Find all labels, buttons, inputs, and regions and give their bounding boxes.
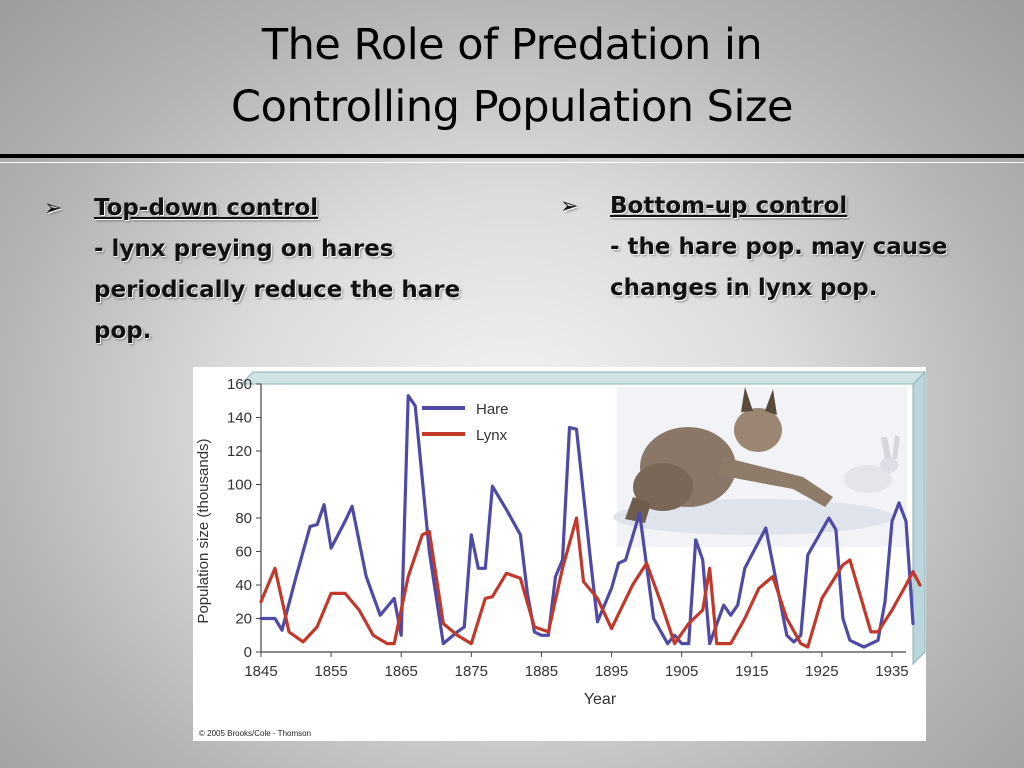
y-tick-label: 100 xyxy=(227,477,252,494)
title-divider xyxy=(0,154,1024,158)
bullet-line: - lynx preying on hares xyxy=(94,236,394,262)
bullet-line: periodically reduce the hare xyxy=(94,277,461,303)
y-tick-label: 80 xyxy=(235,510,252,527)
bullet-line: - the hare pop. may cause xyxy=(610,234,948,260)
x-axis-label: Year xyxy=(584,691,617,708)
title-divider-highlight xyxy=(0,162,1024,163)
y-tick-label: 160 xyxy=(227,376,252,393)
y-tick-label: 60 xyxy=(235,544,252,561)
copyright-notice: © 2005 Brooks/Cole - Thomson xyxy=(199,729,311,738)
bullet-arrow-icon: ➢ xyxy=(44,196,63,221)
frame-top-face xyxy=(239,371,927,385)
y-tick-label: 40 xyxy=(235,577,252,594)
x-tick-label: 1845 xyxy=(244,663,277,680)
y-axis-label: Population size (thousands) xyxy=(195,438,212,623)
bullet-arrow-icon: ➢ xyxy=(560,194,579,219)
legend-lynx-label: Lynx xyxy=(476,427,508,444)
bullet-line: pop. xyxy=(94,318,152,344)
lynx-icon xyxy=(625,387,833,523)
slide-title: The Role of Predation in Controlling Pop… xyxy=(0,14,1024,138)
y-tick-label: 20 xyxy=(235,611,252,628)
population-chart: 0 20 40 60 80 100 120 140 160 1845 1855 1865 1875 188… xyxy=(193,367,927,741)
bullet-line: changes in lynx pop. xyxy=(610,275,878,301)
bullet-heading: Top-down control xyxy=(94,195,319,221)
y-tick-label: 0 xyxy=(244,644,252,661)
slide-title-line-1: The Role of Predation in xyxy=(261,20,763,70)
slide-title-line-2: Controlling Population Size xyxy=(231,82,793,132)
x-tick-label: 1925 xyxy=(805,663,838,680)
x-tick-label: 1905 xyxy=(665,663,698,680)
chart-series xyxy=(259,394,922,649)
chart-figure: 0 20 40 60 80 100 120 140 160 1845 1855 1865 1875 188… xyxy=(193,367,927,741)
lynx-hare-illustration xyxy=(613,387,907,547)
series-line-hare xyxy=(259,394,915,649)
y-tick-label: 140 xyxy=(227,410,252,427)
bullet-top-down: ➢ Top-down control - lynx preying on har… xyxy=(44,188,504,358)
x-tick-label: 1885 xyxy=(525,663,558,680)
frame-side-face xyxy=(912,370,926,666)
x-tick-label: 1935 xyxy=(875,663,908,680)
chart-legend: Hare Lynx xyxy=(422,401,509,444)
y-tick-label: 120 xyxy=(227,443,252,460)
x-tick-label: 1875 xyxy=(455,663,488,680)
x-tick-label: 1915 xyxy=(735,663,768,680)
x-tick-label: 1865 xyxy=(385,663,418,680)
x-tick-label: 1895 xyxy=(595,663,628,680)
chart-ticks: 0 20 40 60 80 100 120 140 160 1845 1855 1865 1875 188… xyxy=(227,376,909,680)
x-tick-label: 1855 xyxy=(314,663,347,680)
bullet-heading: Bottom-up control xyxy=(610,193,848,219)
legend-hare-label: Hare xyxy=(476,401,509,418)
hare-icon xyxy=(844,435,900,493)
bullet-bottom-up: ➢ Bottom-up control - the hare pop. may … xyxy=(560,186,1000,316)
series-line-lynx xyxy=(259,516,922,649)
